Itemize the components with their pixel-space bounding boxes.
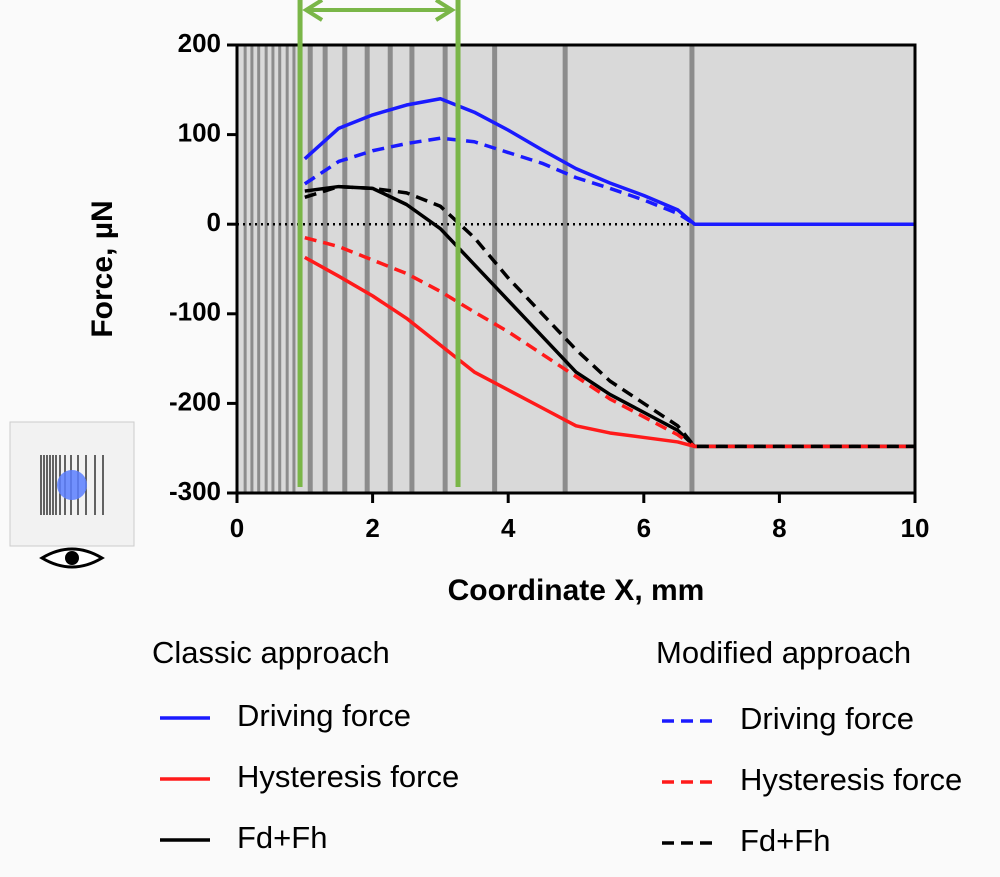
y-axis-title: Force, µN — [86, 200, 119, 337]
x-tick-label: 0 — [230, 513, 244, 543]
series-line — [303, 255, 915, 449]
x-tick-label: 10 — [901, 513, 930, 543]
x-tick-label: 4 — [501, 513, 516, 543]
icon-pupil — [65, 551, 79, 565]
y-tick-label: -300 — [169, 476, 221, 506]
legend-label: Hysteresis force — [237, 759, 459, 794]
icon-drop — [57, 470, 87, 500]
series-line — [303, 97, 915, 226]
legend-label: Driving force — [740, 701, 914, 736]
legend-heading: Classic approach — [152, 635, 390, 670]
plot-background — [237, 45, 915, 493]
series-line — [304, 184, 915, 449]
icon — [9, 421, 135, 569]
legend-heading: Modified approach — [656, 635, 911, 670]
y-tick-label: 200 — [178, 28, 221, 58]
x-tick-label: 8 — [772, 513, 786, 543]
y-tick-label: -200 — [169, 386, 221, 416]
legend-label: Hysteresis force — [740, 762, 962, 797]
y-tick-label: 0 — [207, 207, 221, 237]
y-tick-label: -100 — [169, 297, 221, 327]
series-line — [303, 136, 915, 226]
x-tick-label: 2 — [365, 513, 379, 543]
highlight-arrow — [302, 0, 456, 22]
x-axis-title: Coordinate X, mm — [448, 574, 705, 607]
series-line — [304, 184, 915, 449]
legend: Driving force Hysteresis force Fd+Fh Drivin… — [152, 635, 962, 858]
series-line — [304, 235, 915, 449]
legend-label: Fd+Fh — [237, 820, 327, 855]
plot-area: -300 -200 -100 0 100 200 0 2 4 6 8 10 — [169, 0, 930, 543]
y-tick-label: 100 — [178, 117, 221, 147]
legend-label: Fd+Fh — [740, 823, 830, 858]
x-tick-label: 6 — [637, 513, 651, 543]
legend-label: Driving force — [237, 698, 411, 733]
